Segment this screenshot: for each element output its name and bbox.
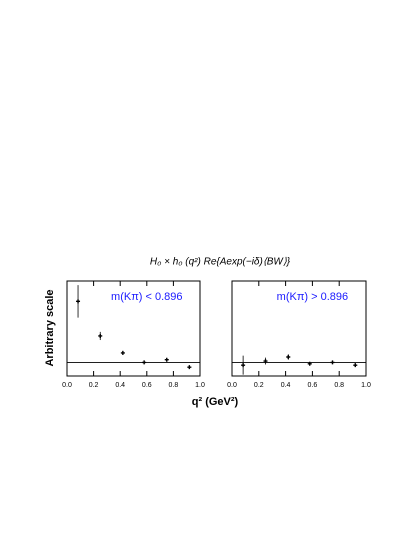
x-tick-label: 0.8 <box>169 382 179 389</box>
plot-frame <box>231 280 367 377</box>
plot-frame <box>66 280 201 377</box>
x-tick-label: 1.0 <box>195 382 205 389</box>
y-axis-label: Arbitrary scale <box>44 289 56 366</box>
data-point <box>286 355 291 359</box>
data-point <box>307 361 312 366</box>
x-tick-label: 0.4 <box>115 382 125 389</box>
x-tick-label: 0.6 <box>142 382 152 389</box>
x-tick-label: 1.0 <box>361 382 371 389</box>
x-tick-label: 0.6 <box>308 382 318 389</box>
x-tick-label: 0.2 <box>89 382 99 389</box>
data-point <box>241 363 246 368</box>
x-tick-label: 0.8 <box>334 382 344 389</box>
data-point <box>120 350 125 355</box>
data-point <box>98 333 103 338</box>
x-tick-label: 0.0 <box>62 382 72 389</box>
x-tick-label: 0.4 <box>281 382 291 389</box>
data-point <box>76 299 81 304</box>
data-point <box>263 359 268 364</box>
data-point <box>353 363 358 368</box>
x-tick-label: 0.0 <box>227 382 237 389</box>
x-tick-label: 0.2 <box>254 382 264 389</box>
x-axis-label: q² (GeV²) <box>192 396 239 408</box>
data-point <box>164 357 169 362</box>
figure-title: H₀ × h₀ (q²) Re{Aexp(−iδ)⟨BW⟩} <box>150 257 291 268</box>
data-point <box>187 365 192 370</box>
annotation: m(Kπ) < 0.896 <box>111 291 182 303</box>
data-point <box>142 360 147 365</box>
annotation: m(Kπ) > 0.896 <box>277 291 348 303</box>
data-point <box>330 360 335 365</box>
